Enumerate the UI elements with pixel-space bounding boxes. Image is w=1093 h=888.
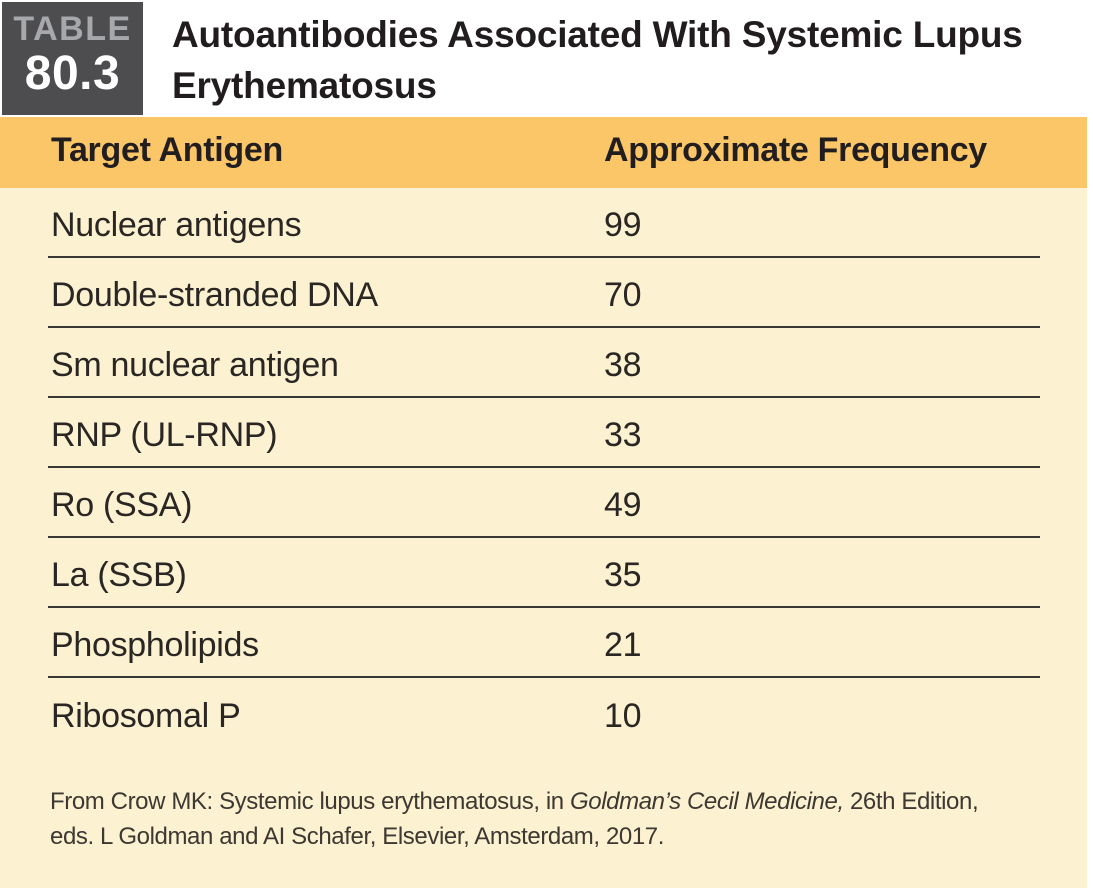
cell-approximate-frequency: 21 [604, 626, 642, 664]
table-row: Nuclear antigens 99 [48, 188, 1040, 258]
footnote-text-suffix: 26th Edition, [843, 788, 979, 815]
column-header-target-antigen: Target Antigen [51, 131, 283, 169]
cell-approximate-frequency: 99 [604, 206, 642, 244]
table-header-strip: TABLE 80.3 Autoantibodies Associated Wit… [0, 0, 1093, 117]
table-rows: Nuclear antigens 99 Double-stranded DNA … [48, 188, 1040, 748]
cell-target-antigen: Sm nuclear antigen [51, 346, 339, 384]
cell-approximate-frequency: 49 [604, 486, 642, 524]
table-row: Double-stranded DNA 70 [48, 258, 1040, 328]
cell-approximate-frequency: 35 [604, 556, 642, 594]
cell-target-antigen: Double-stranded DNA [51, 276, 378, 314]
table-title: Autoantibodies Associated With Systemic … [172, 14, 1023, 106]
badge-table-word: TABLE [13, 10, 132, 48]
badge-table-number: 80.3 [24, 47, 121, 100]
table-body: Nuclear antigens 99 Double-stranded DNA … [0, 188, 1087, 888]
cell-approximate-frequency: 10 [604, 697, 642, 735]
cell-target-antigen: Ro (SSA) [51, 486, 193, 524]
table-row: Sm nuclear antigen 38 [48, 328, 1040, 398]
table-row: Ro (SSA) 49 [48, 468, 1040, 538]
table-row: La (SSB) 35 [48, 538, 1040, 608]
cell-target-antigen: Ribosomal P [51, 697, 241, 735]
cell-approximate-frequency: 38 [604, 346, 642, 384]
table-number-badge: TABLE 80.3 [2, 2, 143, 115]
table-row: RNP (UL-RNP) 33 [48, 398, 1040, 468]
column-header-band: Target Antigen Approximate Frequency [0, 117, 1087, 188]
footnote-book-title: Goldman’s Cecil Medicine, [570, 788, 844, 815]
source-footnote: From Crow MK: Systemic lupus erythematos… [0, 748, 1060, 854]
column-header-approximate-frequency: Approximate Frequency [604, 131, 987, 169]
footnote-line2: eds. L Goldman and AI Schafer, Elsevier,… [50, 823, 664, 850]
cell-approximate-frequency: 70 [604, 276, 642, 314]
cell-target-antigen: Nuclear antigens [51, 206, 302, 244]
cell-target-antigen: Phospholipids [51, 626, 259, 664]
cell-target-antigen: RNP (UL-RNP) [51, 416, 278, 454]
table-row: Phospholipids 21 [48, 608, 1040, 678]
cell-approximate-frequency: 33 [604, 416, 642, 454]
table-row: Ribosomal P 10 [48, 678, 1040, 748]
cell-target-antigen: La (SSB) [51, 556, 187, 594]
footnote-text-prefix: From Crow MK: Systemic lupus erythematos… [50, 788, 571, 815]
